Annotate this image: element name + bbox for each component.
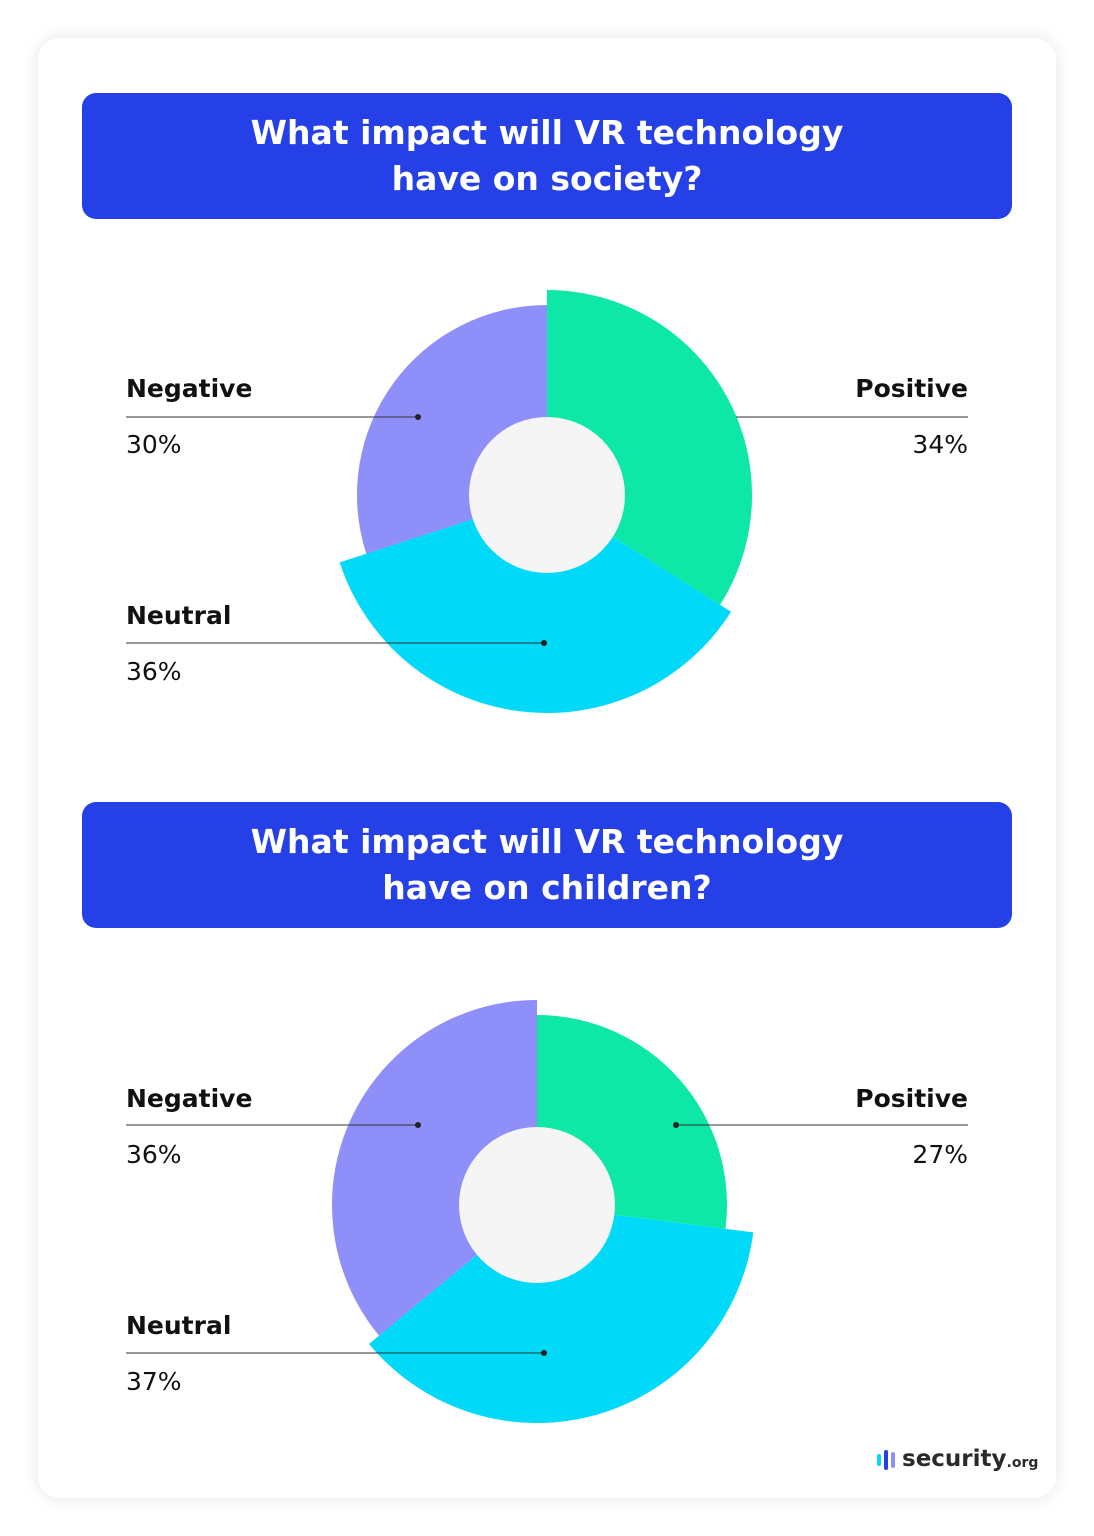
chart-2-slice-neutral <box>369 1205 754 1423</box>
chart-1-slice-neutral <box>339 495 732 713</box>
chart-1-negative-label: Negative <box>126 374 253 403</box>
chart-1-negative-value: 30% <box>126 430 182 459</box>
chart-2-negative-leader-dot <box>415 1122 421 1128</box>
chart-1-title: What impact will VR technology have on s… <box>82 93 1012 219</box>
chart-2-negative-value: 36% <box>126 1140 182 1169</box>
chart-1-neutral-label: Neutral <box>126 601 232 630</box>
chart-2-neutral-value: 37% <box>126 1367 182 1396</box>
logo-text: security <box>902 1446 1007 1472</box>
chart-1-center-hole <box>469 417 625 573</box>
chart-1-positive-value: 34% <box>912 430 968 459</box>
chart-2-slice-negative <box>332 1000 537 1336</box>
security-org-logo: security .org <box>876 1446 1038 1472</box>
chart-2-positive-leader-dot <box>673 1122 679 1128</box>
chart-2-center-hole <box>459 1127 615 1283</box>
chart-1-positive-label: Positive <box>855 374 968 403</box>
chart-2-neutral-leader-dot <box>541 1350 547 1356</box>
chart-1-donut <box>126 290 968 713</box>
chart-2-positive-value: 27% <box>912 1140 968 1169</box>
chart-1-negative-leader-dot <box>415 414 421 420</box>
chart-2-neutral-label: Neutral <box>126 1311 232 1340</box>
chart-2-positive-label: Positive <box>855 1084 968 1113</box>
chart-2-title: What impact will VR technology have on c… <box>82 802 1012 928</box>
chart-2-negative-label: Negative <box>126 1084 253 1113</box>
logo-bars-icon <box>877 1450 895 1470</box>
logo-suffix: .org <box>1006 1455 1039 1471</box>
chart-1-neutral-leader-dot <box>541 640 547 646</box>
chart-1-neutral-value: 36% <box>126 657 182 686</box>
chart-2-donut <box>126 1000 968 1423</box>
